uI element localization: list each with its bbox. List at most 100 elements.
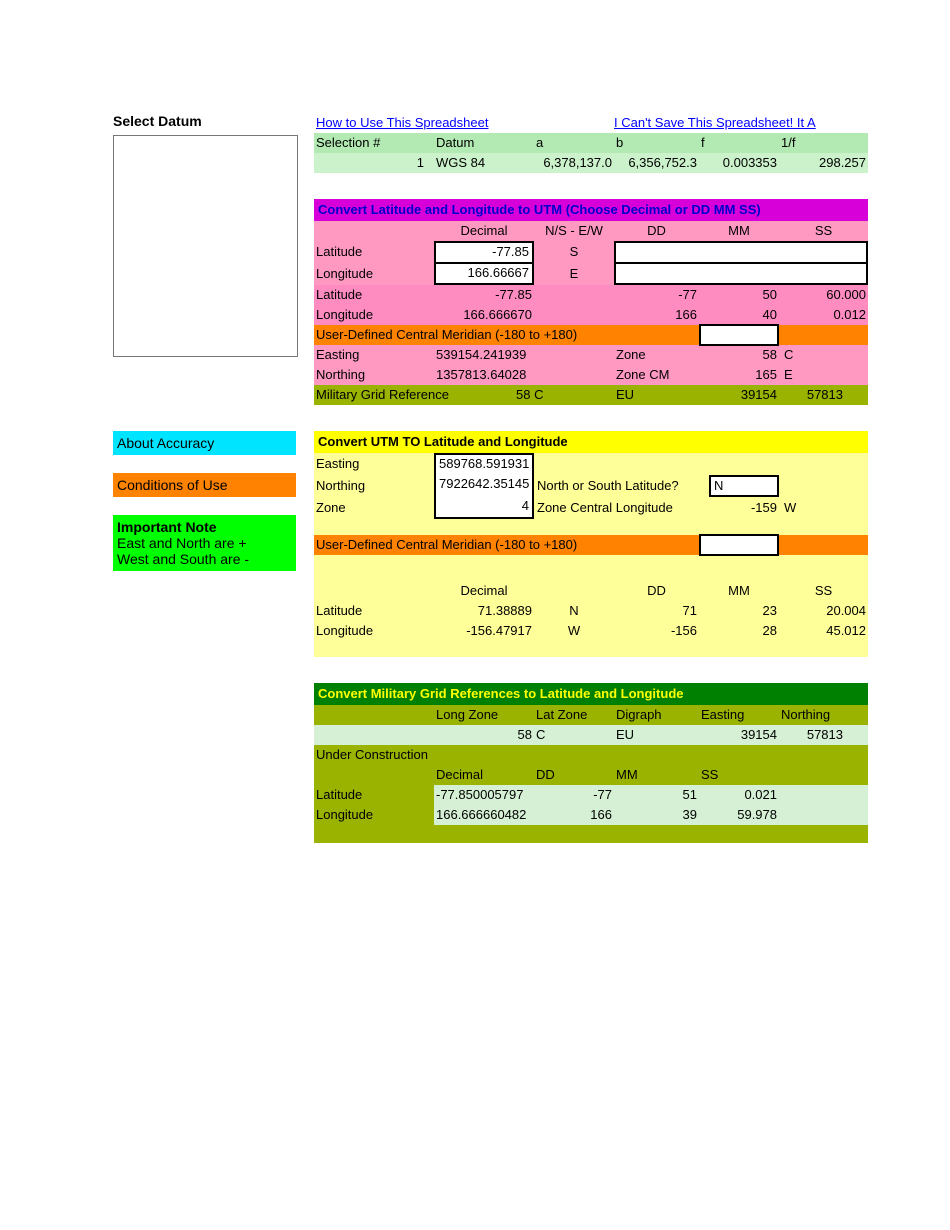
hdr-f: f: [699, 133, 779, 153]
s2-zone-label: Zone: [314, 498, 434, 518]
main-area: How to Use This Spreadsheet I Can't Save…: [314, 113, 868, 843]
s1-zone-letter: C: [779, 345, 868, 365]
s3-lon-label: Longitude: [314, 805, 434, 825]
s1-lat2-label: Latitude: [314, 285, 434, 305]
s2-udcm-row: User-Defined Central Meridian (-180 to +…: [314, 535, 868, 555]
s3-lat-dec: -77.850005797: [434, 785, 534, 805]
select-datum-label: Select Datum: [113, 113, 296, 129]
s2-lat-dir: N: [534, 601, 614, 621]
s2-northing-label: Northing: [314, 476, 434, 496]
s2-hdr-dd: DD: [614, 581, 699, 601]
s1-lat-row: Latitude -77.85 S: [314, 241, 868, 263]
s2-hdr-mm: MM: [699, 581, 779, 601]
s1-mgr-e: 39154: [699, 385, 779, 405]
hdr-selection: Selection #: [314, 133, 434, 153]
s2-easting-label: Easting: [314, 454, 434, 474]
s3-data-row: 58 C EU 39154 57813: [314, 725, 868, 745]
s2-northing-input[interactable]: 7922642.35145: [434, 475, 534, 497]
s1-lat2-ss: 60.000: [779, 285, 868, 305]
s2-zcl-dir: W: [779, 498, 868, 518]
s1-hdr-mm: MM: [699, 221, 779, 241]
datum-name: WGS 84: [434, 153, 534, 173]
s1-lon2-row: Longitude 166.666670 166 40 0.012: [314, 305, 868, 325]
s3-lon-ss: 59.978: [699, 805, 779, 825]
s1-lat-decimal-input[interactable]: -77.85: [434, 241, 534, 263]
s1-zone-label: Zone: [614, 345, 699, 365]
s3-lat-mm: 51: [614, 785, 699, 805]
s3-hdr2-mm: MM: [614, 765, 699, 785]
s2-lon-dd: -156: [614, 621, 699, 641]
s1-lon2-ss: 0.012: [779, 305, 868, 325]
s3-lat-dd: -77: [534, 785, 614, 805]
s1-lat2-dec: -77.85: [434, 285, 534, 305]
s3-hdr-n: Northing: [779, 705, 868, 725]
hdr-invf: 1/f: [779, 133, 868, 153]
datum-sel: 1: [314, 153, 434, 173]
s1-easting-row: Easting 539154.241939 Zone 58 C: [314, 345, 868, 365]
s3-lat-row: Latitude -77.850005797 -77 51 0.021: [314, 785, 868, 805]
s1-lat2-row: Latitude -77.85 -77 50 60.000: [314, 285, 868, 305]
s1-hdr-row: Decimal N/S - E/W DD MM SS: [314, 221, 868, 241]
hdr-b: b: [614, 133, 699, 153]
s2-lat-mm: 23: [699, 601, 779, 621]
s1-lon2-dec: 166.666670: [434, 305, 534, 325]
s1-lat-ns: S: [534, 242, 614, 262]
s1-mgr-n: 57813: [779, 385, 868, 405]
s2-lat-row: Latitude 71.38889 N 71 23 20.004: [314, 601, 868, 621]
s1-lon-decimal-input[interactable]: 166.66667: [434, 263, 534, 285]
s2-easting-input[interactable]: 589768.591931: [434, 453, 534, 475]
s2-ns-question: North or South Latitude?: [534, 476, 709, 496]
s1-mgr-row: Military Grid Reference 58 C EU 39154 57…: [314, 385, 868, 405]
s3-dig: EU: [614, 725, 699, 745]
conditions-box[interactable]: Conditions of Use: [113, 473, 296, 497]
page: Select Datum About Accuracy Conditions o…: [0, 0, 950, 1230]
s2-title-row: Convert UTM TO Latitude and Longitude: [314, 431, 868, 453]
link-cantsave[interactable]: I Can't Save This Spreadsheet! It A: [612, 113, 868, 133]
s2-hdr-decimal: Decimal: [434, 581, 534, 601]
datum-b: 6,356,752.3: [614, 153, 699, 173]
important-note-box: Important Note East and North are + West…: [113, 515, 296, 571]
datum-f: 0.003353: [699, 153, 779, 173]
s2-zone-row: Zone 4 Zone Central Longitude -159 W: [314, 497, 868, 519]
s2-udcm-input[interactable]: [699, 534, 779, 556]
s3-e: 39154: [699, 725, 779, 745]
s3-hdr2-decimal: Decimal: [434, 765, 534, 785]
s1-udcm-input[interactable]: [699, 324, 779, 346]
s2-lon-ss: 45.012: [779, 621, 868, 641]
s1-hdr-dd: DD: [614, 221, 699, 241]
s2-zone-input[interactable]: 4: [434, 497, 534, 519]
s2-lon-label: Longitude: [314, 621, 434, 641]
s1-mgr-label: Military Grid Reference: [314, 385, 514, 405]
about-accuracy-box[interactable]: About Accuracy: [113, 431, 296, 455]
datum-invf: 298.257: [779, 153, 868, 173]
link-howto[interactable]: How to Use This Spreadsheet: [314, 113, 612, 133]
datum-listbox[interactable]: [113, 135, 298, 357]
s3-lon-dec: 166.666660482: [434, 805, 534, 825]
s1-lon-row: Longitude 166.66667 E: [314, 263, 868, 285]
hdr-datum: Datum: [434, 133, 534, 153]
s1-zonecm-label: Zone CM: [614, 365, 699, 385]
s1-hdr-nsew: N/S - E/W: [534, 221, 614, 241]
s1-lat2-dd: -77: [614, 285, 699, 305]
s1-lat2-mm: 50: [699, 285, 779, 305]
s1-zone-num: 58: [699, 345, 779, 365]
s1-easting: 539154.241939: [434, 345, 534, 365]
s1-easting-label: Easting: [314, 345, 434, 365]
s3-under: Under Construction: [314, 745, 868, 765]
s3-under-row: Under Construction: [314, 745, 868, 765]
s3-title-row: Convert Military Grid References to Lati…: [314, 683, 868, 705]
s3-hdr-row: Long Zone Lat Zone Digraph Easting North…: [314, 705, 868, 725]
s1-ddmmss-input-bot[interactable]: [614, 263, 868, 285]
s3-latz: C: [534, 725, 614, 745]
left-sidebar: Select Datum About Accuracy Conditions o…: [113, 113, 296, 571]
s3-lon-mm: 39: [614, 805, 699, 825]
s3-n: 57813: [779, 725, 868, 745]
s1-ddmmss-input-top[interactable]: [614, 241, 868, 263]
s1-mgr-dig: EU: [614, 385, 699, 405]
s2-ns-input[interactable]: N: [709, 475, 779, 497]
s2-easting-row: Easting 589768.591931: [314, 453, 868, 475]
s1-lon2-mm: 40: [699, 305, 779, 325]
s2-lon-dir: W: [534, 621, 614, 641]
s1-title: Convert Latitude and Longitude to UTM (C…: [314, 200, 868, 220]
s1-udcm-label: User-Defined Central Meridian (-180 to +…: [314, 325, 699, 345]
